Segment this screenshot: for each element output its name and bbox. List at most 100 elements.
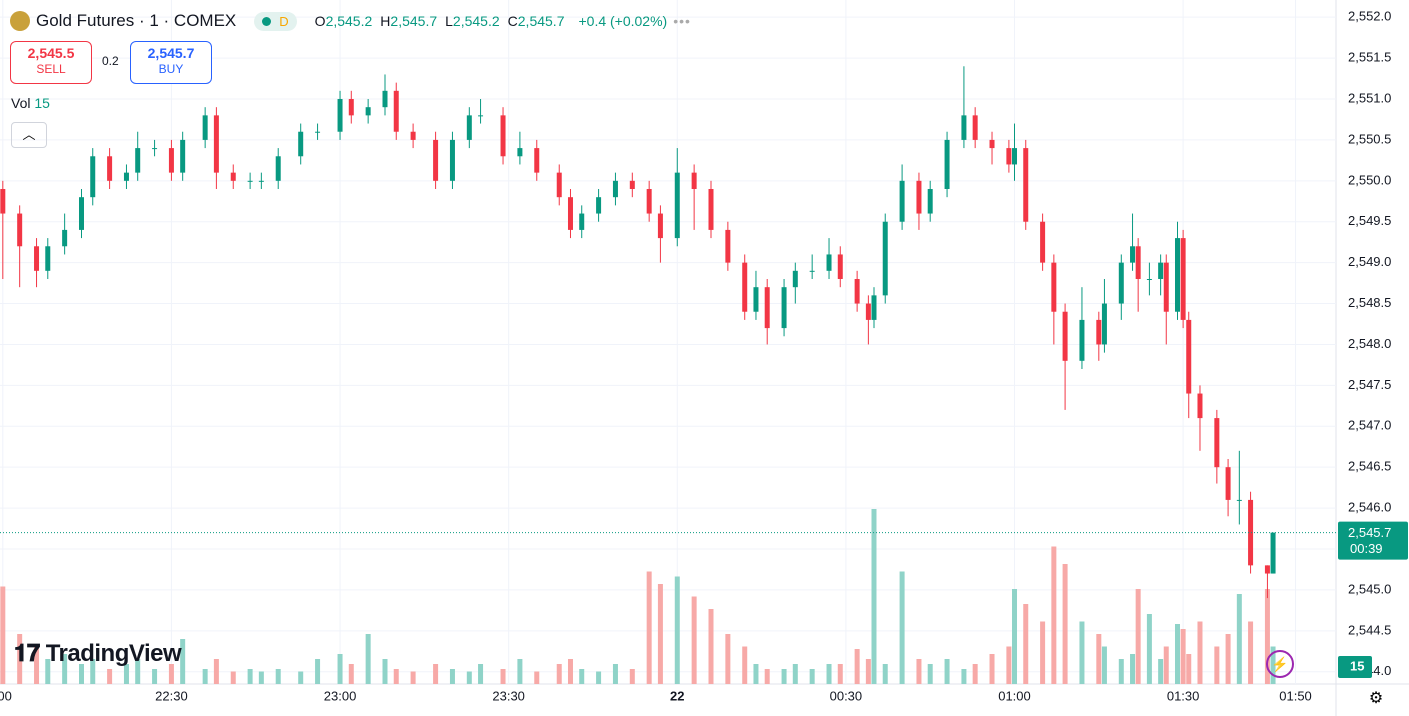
last-price-label: 2,545.7: [1348, 525, 1391, 540]
candle-body: [612, 180, 618, 198]
candle-body: [410, 131, 416, 140]
volume-bar: [258, 671, 264, 684]
sell-label: SELL: [36, 62, 66, 76]
candle-body: [871, 295, 877, 320]
candle-body: [1135, 246, 1141, 279]
candle-body: [1146, 279, 1152, 280]
candle-body: [674, 172, 680, 239]
volume-bar: [657, 584, 663, 684]
volume-bar: [646, 571, 652, 684]
grid: [0, 0, 1336, 684]
x-tick-label: 22:30: [155, 688, 188, 703]
countdown: 00:39: [1350, 541, 1383, 556]
lightning-button[interactable]: ⚡: [1266, 650, 1294, 678]
volume-bar: [478, 664, 484, 684]
volume-bar: [382, 659, 388, 684]
volume-bar: [764, 669, 770, 684]
candle-body: [657, 213, 663, 239]
volume-bar: [916, 659, 922, 684]
volume-bar: [449, 669, 455, 684]
y-tick-label: 2,551.0: [1348, 90, 1391, 105]
volume-bar: [1135, 589, 1141, 684]
collapse-button[interactable]: ︿: [11, 122, 47, 148]
candle-body: [944, 139, 950, 189]
ohlc-key: C: [507, 13, 518, 29]
volume-bar: [691, 596, 697, 684]
candle-body: [500, 115, 506, 157]
y-tick-label: 2,546.5: [1348, 459, 1391, 474]
x-tick-label: 22: [670, 688, 684, 703]
volume-bar: [410, 671, 416, 684]
volume-bar: [972, 664, 978, 684]
volume-bar: [62, 654, 68, 684]
x-tick-label: 01:30: [1167, 688, 1200, 703]
candle-body: [180, 139, 186, 173]
volume-bar: [78, 664, 84, 684]
status-badge: D: [279, 13, 289, 29]
volume-bar: [871, 509, 877, 684]
ohlc-item: L2,545.2: [445, 13, 500, 29]
y-tick-label: 2,544.5: [1348, 622, 1391, 637]
volume-bar: [298, 671, 304, 684]
candle-body: [0, 189, 6, 214]
price-change: +0.4 (+0.02%): [578, 13, 668, 29]
volume-bar: [753, 664, 759, 684]
candle-body: [393, 90, 399, 132]
symbol-title[interactable]: Gold Futures · 1 · COMEX: [36, 11, 237, 30]
volume-bar: [944, 659, 950, 684]
logo-mark: 𝟏𝟕: [14, 640, 40, 667]
sell-button[interactable]: 2,545.5 SELL: [10, 41, 92, 84]
volume-bar: [989, 654, 995, 684]
candle-body: [1118, 262, 1124, 304]
candle-body: [1101, 303, 1107, 345]
volume-bar: [1079, 621, 1085, 684]
last-price-tag: [1338, 521, 1408, 560]
candle-body: [45, 246, 51, 271]
settings-button[interactable]: ⚙: [1368, 690, 1384, 707]
candle-body: [213, 115, 219, 173]
candle-body: [1163, 262, 1169, 312]
x-tick-label: 01:50: [1279, 688, 1312, 703]
candle-body: [449, 139, 455, 181]
volume-bar: [556, 664, 562, 684]
volume-bar: [202, 669, 208, 684]
candle-body: [764, 287, 770, 329]
candle-body: [258, 180, 264, 182]
ohlc-key: H: [380, 13, 391, 29]
volume-bar: [1214, 646, 1220, 684]
volume-bar: [315, 659, 321, 684]
volume-bar: [230, 671, 236, 684]
candle-body: [1158, 262, 1164, 279]
volume-bar: [1006, 646, 1012, 684]
buy-button[interactable]: 2,545.7 BUY: [130, 41, 212, 84]
volume-legend-label: Vol: [11, 95, 31, 111]
ohlc-value: 2,545.7: [517, 13, 565, 29]
symbol-legend: Gold Futures · 1 · COMEX D O2,545.2 H 2,54…: [10, 11, 691, 31]
candle-body: [961, 115, 967, 140]
volume-bar: [1158, 659, 1164, 684]
volume-bar: [927, 664, 933, 684]
candle-body: [882, 221, 888, 296]
candle-body: [854, 279, 860, 304]
volume-bar: [674, 576, 680, 684]
candle-body: [34, 246, 40, 271]
more-dots[interactable]: •••: [673, 13, 691, 29]
volume-bar: [1236, 594, 1242, 684]
volume-bar: [1264, 589, 1270, 684]
ohlc-item: O2,545.2: [315, 13, 373, 29]
candle-body: [837, 254, 843, 279]
candle-body: [989, 139, 995, 149]
y-tick-label: 2,545.0: [1348, 581, 1391, 596]
volume-bar: [725, 634, 731, 684]
logo: 𝟏𝟕 TradingView: [14, 640, 182, 668]
ohlc-item: C2,545.7: [508, 13, 565, 29]
buy-price: 2,545.7: [147, 45, 195, 61]
volume-bar: [107, 669, 113, 684]
candle-body: [1180, 238, 1186, 320]
volume-bar: [0, 586, 6, 684]
candle-body: [152, 148, 158, 150]
status-pill[interactable]: D: [254, 11, 297, 31]
volume-bar: [365, 634, 371, 684]
candle-body: [1236, 499, 1242, 501]
